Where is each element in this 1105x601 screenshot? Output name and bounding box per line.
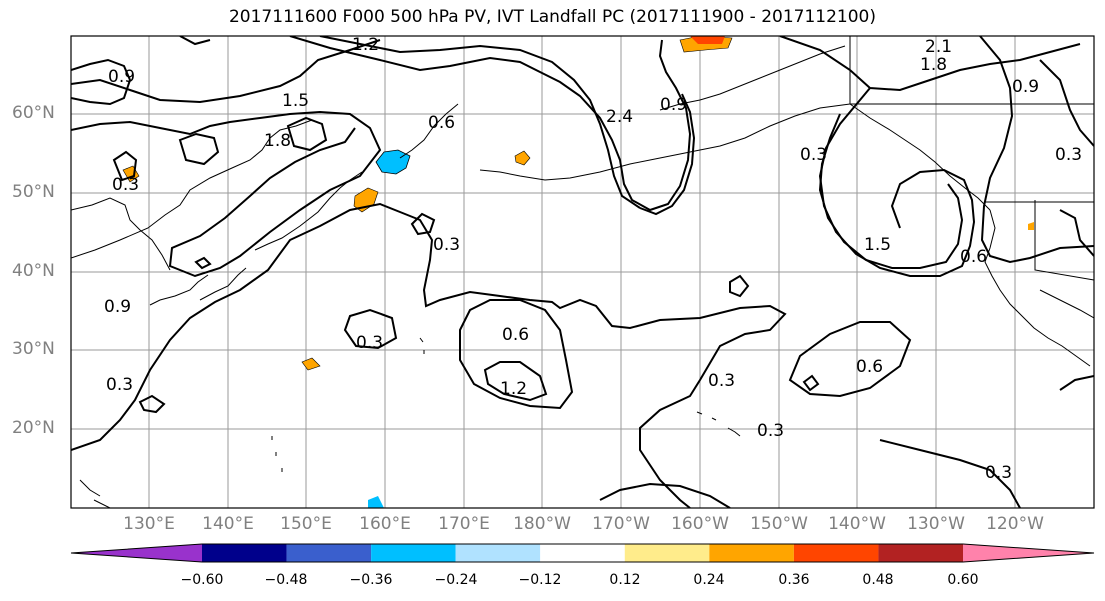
lat-label: 40°N xyxy=(12,261,55,281)
map-frame xyxy=(70,35,1095,509)
colorbar-tick-label: 0.12 xyxy=(609,572,641,588)
colorbar-segment xyxy=(286,544,372,562)
colorbar-segment xyxy=(202,544,287,562)
lat-label: 20°N xyxy=(12,418,55,438)
lon-label: 150°W xyxy=(750,514,808,534)
colorbar-segment xyxy=(540,544,625,562)
lon-label: 170°W xyxy=(592,514,650,534)
contour-label: 0.6 xyxy=(856,357,883,377)
lon-label: 160°W xyxy=(671,514,729,534)
contour-label: 0.3 xyxy=(356,333,383,353)
colorbar-segment xyxy=(371,544,456,562)
colorbar-tick-label: −0.36 xyxy=(349,572,393,588)
lat-label: 30°N xyxy=(12,339,55,359)
contour-label: 1.2 xyxy=(500,379,527,399)
colorbar-tick-label: 0.48 xyxy=(862,572,894,588)
lon-label: 130°E xyxy=(123,514,175,534)
lon-label: 180°W xyxy=(513,514,571,534)
colorbar-segment xyxy=(878,544,963,562)
lat-label: 50°N xyxy=(12,182,55,202)
lon-label: 130°W xyxy=(907,514,965,534)
lat-label: 60°N xyxy=(12,103,55,123)
contour-label: 0.3 xyxy=(800,145,827,165)
contour-label: 1.5 xyxy=(864,235,891,255)
graticule xyxy=(71,36,1094,508)
contour-labels: 0.3 0.6 0.3 0.3 1.5 1.8 2.4 1.8 2.1 1.2 … xyxy=(104,35,1082,483)
lon-label: 150°E xyxy=(280,514,332,534)
lon-label: 120°W xyxy=(986,514,1044,534)
pv-contours xyxy=(71,36,1094,508)
lon-label: 170°E xyxy=(438,514,490,534)
contour-label: 2.4 xyxy=(606,107,633,127)
contour-label: 0.3 xyxy=(985,463,1012,483)
contour-label: 0.9 xyxy=(104,297,131,317)
colorbar-segment xyxy=(455,544,541,562)
colorbar-tick-label: −0.48 xyxy=(264,572,308,588)
contour-label: 0.3 xyxy=(106,375,133,395)
contour-label: 0.3 xyxy=(1055,145,1082,165)
contour-label: 0.3 xyxy=(708,371,735,391)
colorbar-segment xyxy=(709,544,794,562)
colorbar-tick-label: −0.60 xyxy=(180,572,224,588)
ivt-anomaly-patches xyxy=(122,36,1034,508)
contour-label: 0.9 xyxy=(108,67,135,87)
contour-label: 0.3 xyxy=(112,175,139,195)
colorbar xyxy=(70,543,1095,563)
contour-label: 1.8 xyxy=(920,55,947,75)
map-title: 2017111600 F000 500 hPa PV, IVT Landfall… xyxy=(228,7,876,27)
contour-label: 0.9 xyxy=(660,95,687,115)
colorbar-tick-label: 0.36 xyxy=(778,572,810,588)
colorbar-tick-label: −0.12 xyxy=(518,572,562,588)
colorbar-tick-label: 0.24 xyxy=(693,572,725,588)
lon-label: 140°W xyxy=(828,514,886,534)
colorbar-tick-label: −0.24 xyxy=(434,572,478,588)
lon-label: 160°E xyxy=(359,514,411,534)
contour-label: 0.6 xyxy=(502,325,529,345)
contour-label: 2.1 xyxy=(925,37,952,57)
contour-label: 0.3 xyxy=(757,421,784,441)
colorbar-extend-high xyxy=(963,544,1094,562)
colorbar-tick-label: 0.60 xyxy=(947,572,979,588)
lon-label: 140°E xyxy=(202,514,254,534)
contour-label: 0.6 xyxy=(960,247,987,267)
contour-label: 1.5 xyxy=(282,91,309,111)
contour-label: 1.2 xyxy=(352,35,379,55)
contour-label: 1.8 xyxy=(264,131,291,151)
colorbar-segment xyxy=(624,544,710,562)
colorbar-extend-low xyxy=(71,544,202,562)
colorbar-segment xyxy=(793,544,879,562)
contour-label: 0.6 xyxy=(428,113,455,133)
contour-label: 0.3 xyxy=(433,235,460,255)
colorbar-outline xyxy=(70,543,1095,563)
contour-label: 0.9 xyxy=(1012,77,1039,97)
